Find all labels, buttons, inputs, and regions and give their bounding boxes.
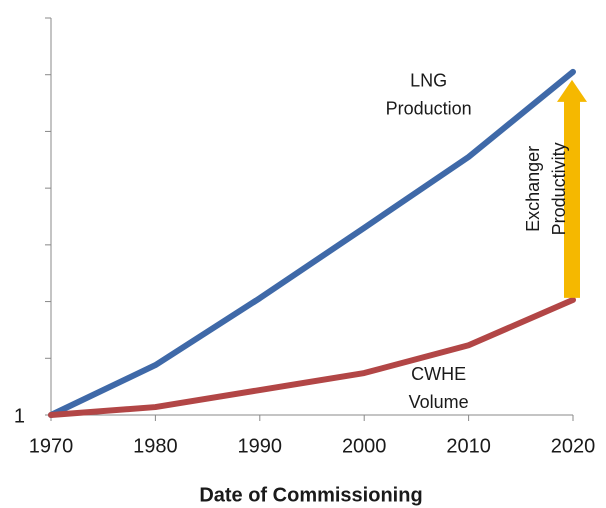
x-axis-label: Date of Commissioning	[199, 484, 422, 506]
x-tick-label: 2010	[446, 435, 491, 457]
arrow-label-line: Productivity	[549, 142, 569, 235]
series-label: Volume	[409, 392, 469, 412]
series-line	[48, 296, 576, 418]
x-tick-label: 1990	[238, 435, 283, 457]
arrow-label-line: Exchanger	[523, 146, 543, 232]
x-tick-label: 1980	[133, 435, 178, 457]
arrow-head	[557, 79, 587, 102]
series-line	[48, 68, 576, 418]
arrow-label: Exchanger Productivity	[523, 142, 569, 235]
x-tick-label: 1970	[29, 435, 74, 457]
x-tick-label: 2020	[551, 435, 596, 457]
arrow-shaft	[564, 99, 580, 298]
series-label: CWHE	[411, 364, 466, 384]
series-label: LNG	[410, 71, 447, 91]
series-label: Production	[386, 99, 472, 119]
y-tick-label: 1	[14, 405, 25, 427]
x-tick-label: 2000	[342, 435, 387, 457]
